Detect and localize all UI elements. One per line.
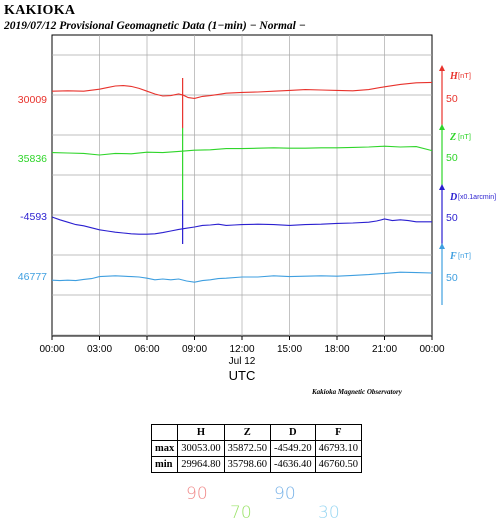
table-cell: 46760.50 [314,456,363,473]
x-date-label: Jul 12 [229,356,256,367]
scale-label-z: 50 [446,152,458,164]
handwritten-note-h: 90 [186,484,208,504]
baseline-label-d: -4593 [20,211,47,223]
observatory-credit: Kakioka Magnetic Observatory [312,388,402,396]
x-tick-label: 15:00 [277,344,302,355]
chart-subtitle: 2019/07/12 Provisional Geomagnetic Data … [4,20,306,32]
x-tick-label: 18:00 [324,344,349,355]
x-tick-label: 21:00 [372,344,397,355]
series-line-d [51,216,432,235]
table-cell: -4636.40 [270,456,316,473]
table-row-min: min 29964.80 35798.60 -4636.40 46760.50 [150,456,363,473]
series-unit-h: [nT] [458,71,471,80]
scale-label-f: 50 [446,272,458,284]
series-line-h [51,81,433,99]
table-header-h: H [177,424,225,441]
series-name-z: Z [449,132,456,143]
table-header-f: F [314,424,363,441]
scale-arrowhead-z [439,124,445,130]
table-corner-cell [150,424,179,441]
table-cell: -4549.20 [270,440,316,457]
table-cell: 29964.80 [177,456,225,473]
series-line-f [51,271,433,283]
table-row-label: max [150,440,179,457]
table-row-label: min [150,456,179,473]
baseline-label-h: 30009 [18,94,47,106]
table-cell: 35872.50 [223,440,272,457]
table-header-d: D [270,424,316,441]
x-tick-label: 03:00 [87,344,112,355]
scale-arrowhead-h [439,65,445,71]
baseline-label-z: 35836 [18,153,47,165]
table-cell: 30053.00 [177,440,225,457]
series-name-f: F [449,251,457,262]
series-name-h: H [449,71,459,82]
x-tick-label: 00:00 [39,344,64,355]
x-axis-label: UTC [229,368,256,383]
handwritten-note-f: 30 [318,503,340,523]
min-max-table: H Z D F max 30053.00 35872.50 -4549.20 4… [150,424,363,473]
series-line-z [51,145,433,156]
series-name-d: D [449,192,457,203]
table-row-max: max 30053.00 35872.50 -4549.20 46793.10 [150,440,363,457]
series-unit-d: [x0.1arcmin] [458,194,496,201]
table-header-row: H Z D F [150,424,363,441]
scale-label-d: 50 [446,212,458,224]
scale-label-h: 50 [446,93,458,105]
series-unit-z: [nT] [458,132,471,141]
station-title: KAKIOKA [4,3,76,18]
x-tick-label: 12:00 [229,344,254,355]
baseline-label-f: 46777 [18,271,47,283]
handwritten-note-d: 90 [274,484,296,504]
table-cell: 35798.60 [223,456,272,473]
magnetogram-chart: 00:00 03:00 06:00 09:00 12:00 15:00 18:00 21:00… [18,34,496,383]
table-cell: 46793.10 [314,440,363,457]
x-tick-label: 06:00 [134,344,159,355]
x-tick-label: 00:00 [419,344,444,355]
scale-arrowhead-f [439,243,445,249]
scale-arrowhead-d [439,184,445,190]
series-unit-f: [nT] [458,251,471,260]
table-header-z: Z [223,424,272,441]
x-tick-label: 09:00 [182,344,207,355]
handwritten-note-z: 70 [230,503,252,523]
